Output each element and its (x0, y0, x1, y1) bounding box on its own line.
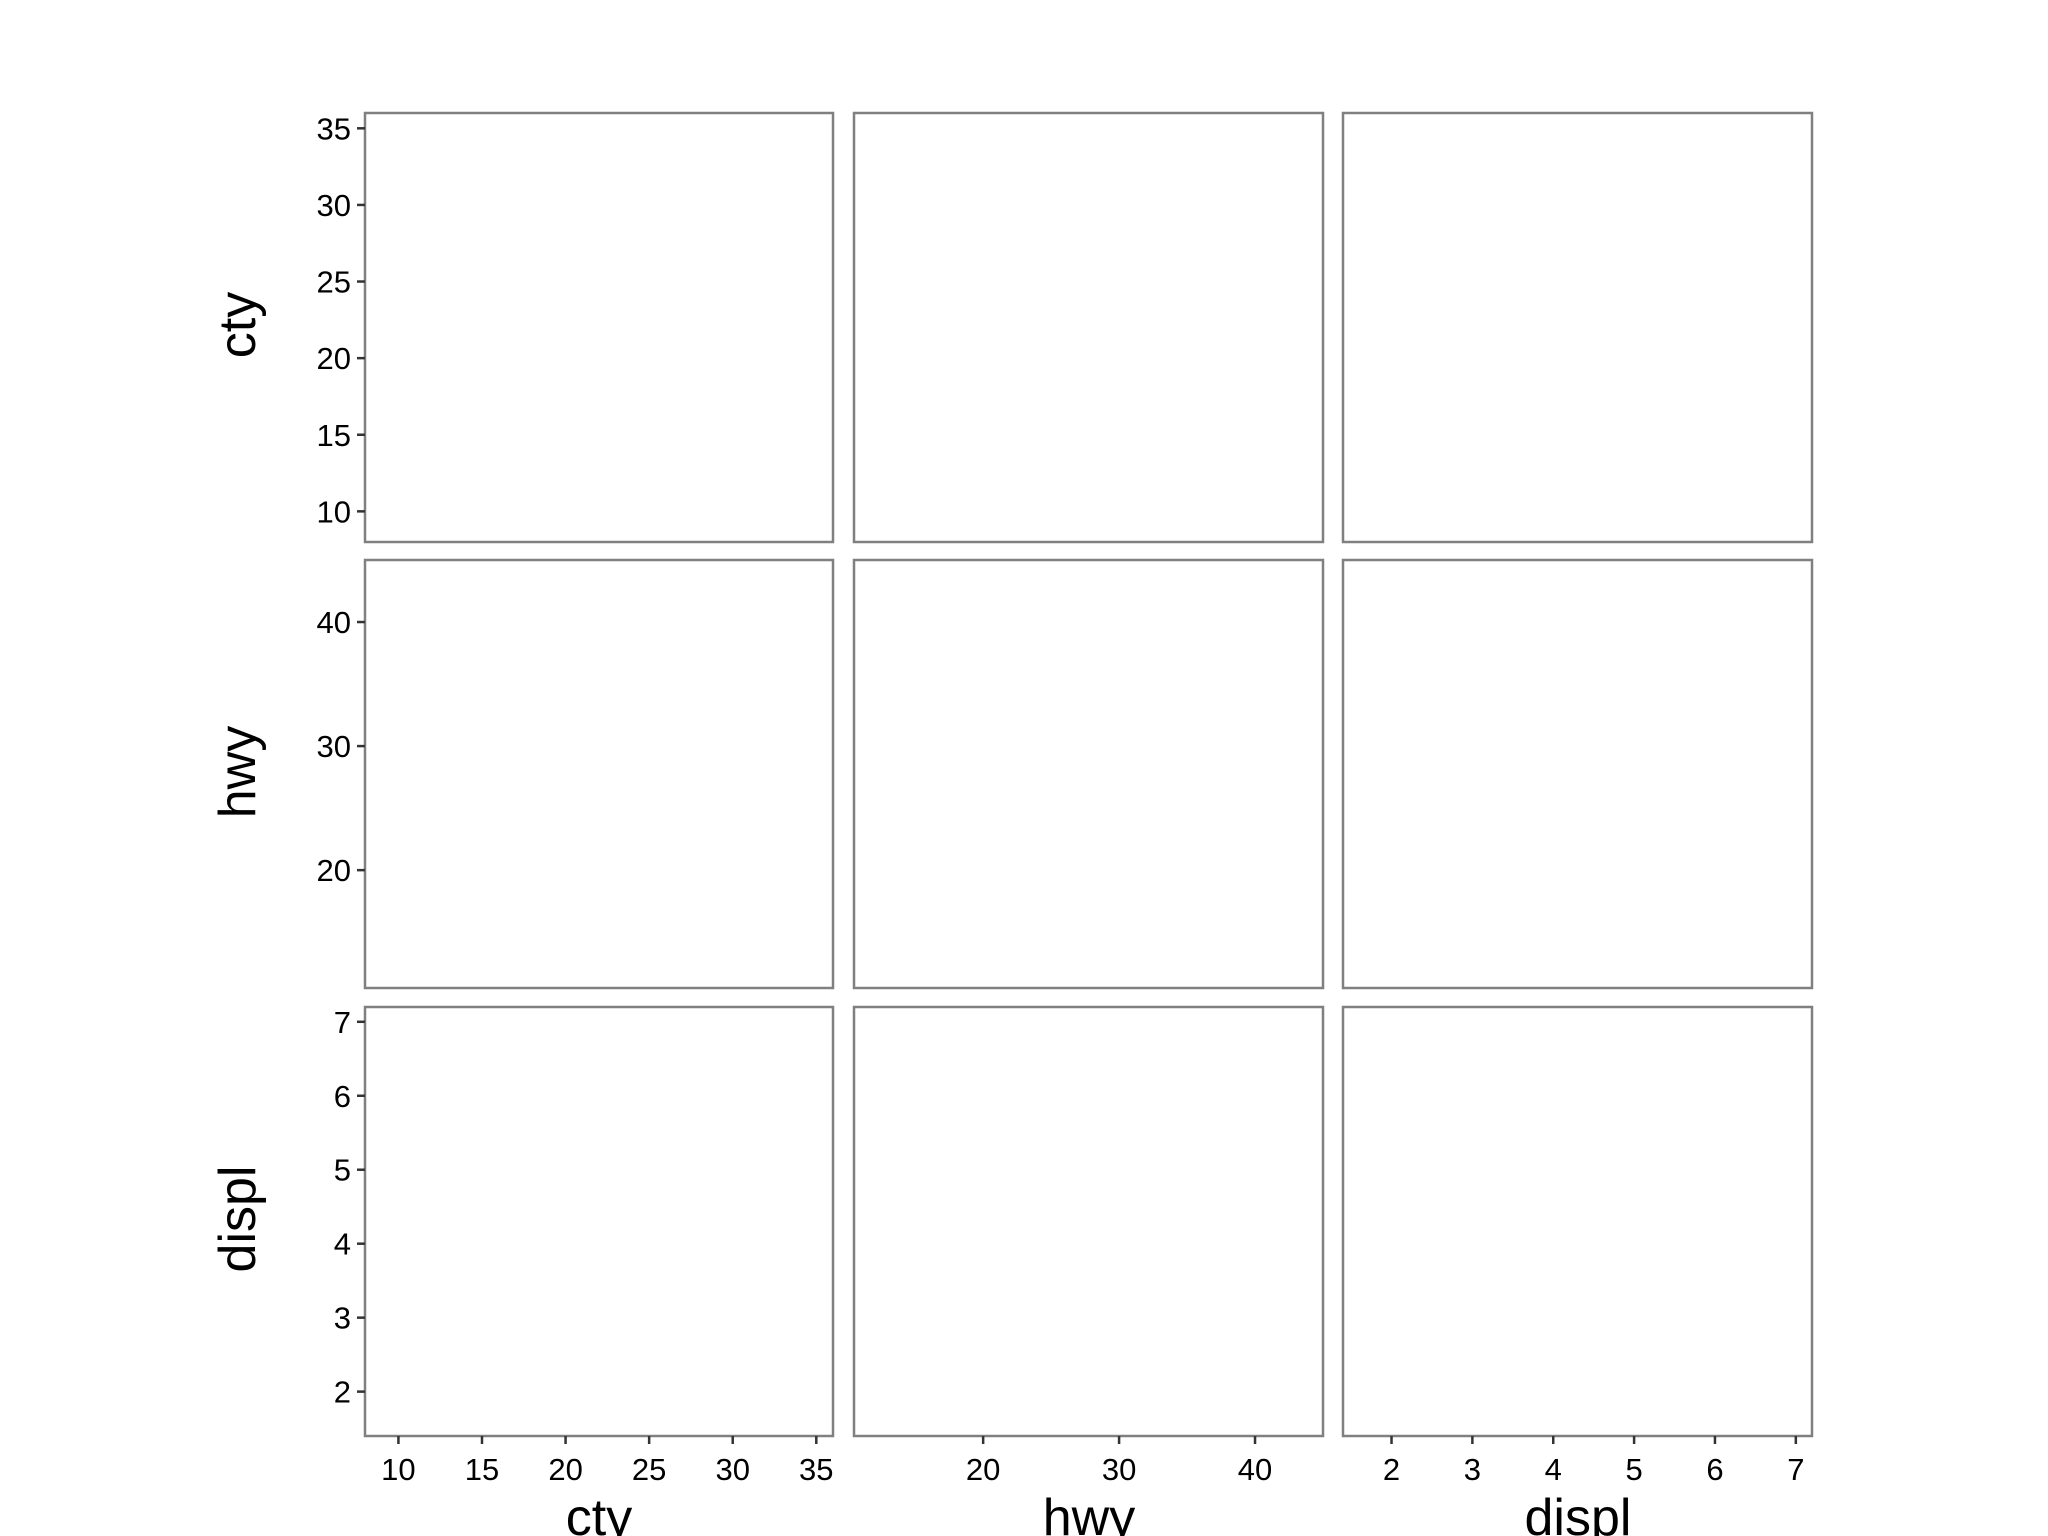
y-tick-label: 35 (317, 111, 351, 146)
x-tick-label: 6 (1706, 1452, 1723, 1487)
x-tick-label: 2 (1383, 1452, 1400, 1487)
x-tick-label: 40 (1238, 1452, 1272, 1487)
y-tick-label: 30 (317, 729, 351, 764)
row-label-displ: displ (209, 1166, 267, 1273)
y-tick-label: 15 (317, 418, 351, 453)
x-tick-label: 30 (1102, 1452, 1136, 1487)
panel-border (852, 1005, 1325, 1438)
panel-border (1341, 1005, 1814, 1438)
x-tick-label: 35 (799, 1452, 833, 1487)
x-tick-label: 20 (548, 1452, 582, 1487)
left-axis-layer: 10 15 20 25 30 35 20 30 40 2 3 4 5 6 7 (317, 111, 365, 1410)
y-tick-label: 30 (317, 188, 351, 223)
col-labels-layer: cty hwy displ (566, 1489, 1632, 1536)
x-tick-label: 15 (465, 1452, 499, 1487)
panel-border (363, 1005, 835, 1438)
x-tick-label: 25 (632, 1452, 666, 1487)
panel-cty-displ: Corr:-0.799 (1341, 111, 1814, 544)
row-label-cty: cty (209, 292, 267, 358)
panel-border (363, 558, 835, 990)
panel-cty-hwy: Corr:0.956 (852, 111, 1325, 544)
col-label-displ: displ (1525, 1489, 1632, 1536)
panel-cty-cty (363, 111, 835, 544)
col-label-hwy: hwy (1043, 1489, 1135, 1536)
x-tick-label: 10 (381, 1452, 415, 1487)
panel-border (852, 111, 1325, 544)
x-tick-label: 7 (1787, 1452, 1804, 1487)
panel-displ-displ (1341, 1005, 1814, 1438)
y-tick-label: 3 (334, 1301, 351, 1336)
y-tick-label: 20 (317, 853, 351, 888)
panel-border (1341, 111, 1814, 544)
panels-layer: Corr:0.956Corr:-0.799Corr:-0.766 (363, 111, 1814, 1438)
y-tick-label: 2 (334, 1375, 351, 1410)
row-labels-layer: cty hwy displ (209, 292, 267, 1273)
x-tick-label: 4 (1545, 1452, 1562, 1487)
y-tick-label: 20 (317, 341, 351, 376)
x-tick-label: 3 (1464, 1452, 1481, 1487)
panel-displ-cty (363, 1005, 835, 1438)
y-tick-label: 4 (334, 1227, 351, 1262)
panel-hwy-displ: Corr:-0.766 (1341, 558, 1814, 990)
row-label-hwy: hwy (209, 726, 267, 818)
panel-displ-hwy (852, 1005, 1325, 1438)
y-tick-label: 6 (334, 1079, 351, 1114)
panel-border (363, 111, 835, 544)
panel-border (1341, 558, 1814, 990)
x-tick-label: 5 (1625, 1452, 1642, 1487)
y-tick-label: 10 (317, 494, 351, 529)
y-tick-label: 5 (334, 1153, 351, 1188)
col-label-cty: cty (566, 1489, 632, 1536)
y-tick-label: 25 (317, 265, 351, 300)
x-tick-label: 20 (966, 1452, 1000, 1487)
panel-border (852, 558, 1325, 990)
x-tick-label: 30 (715, 1452, 749, 1487)
panel-hwy-cty (363, 558, 835, 990)
bottom-axis-layer: 10 15 20 25 30 35 20 30 40 2 3 4 5 6 7 (381, 1436, 1804, 1487)
y-tick-label: 40 (317, 605, 351, 640)
panel-hwy-hwy (852, 558, 1325, 990)
y-tick-label: 7 (334, 1005, 351, 1040)
